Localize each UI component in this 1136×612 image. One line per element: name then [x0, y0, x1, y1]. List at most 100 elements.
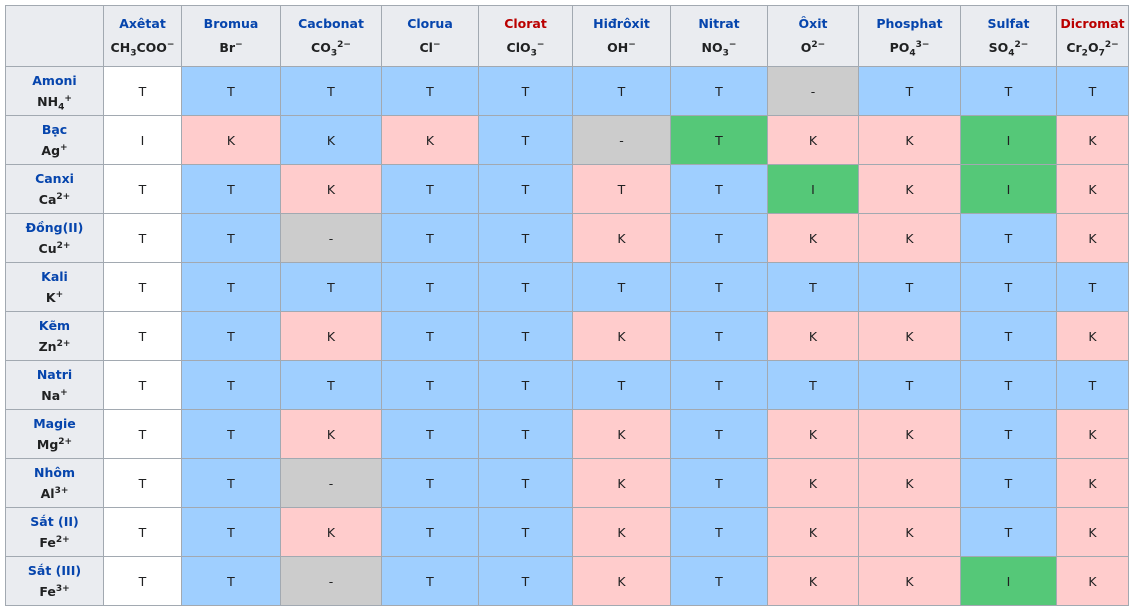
- formula: OH−: [607, 40, 636, 55]
- formula: Zn2+: [39, 339, 71, 354]
- solubility-cell: T: [960, 311, 1057, 361]
- solubility-cell: T: [960, 66, 1057, 116]
- anion-name[interactable]: Hiđrôxit: [593, 16, 650, 31]
- anion-name[interactable]: Clorua: [407, 16, 453, 31]
- solubility-cell: T: [670, 262, 768, 312]
- cation-name[interactable]: Amoni: [32, 73, 77, 88]
- solubility-cell: T: [960, 213, 1057, 263]
- solubility-cell: T: [572, 164, 671, 214]
- solubility-cell: K: [858, 409, 961, 459]
- formula-superscript: −: [536, 39, 545, 50]
- solubility-cell: K: [1056, 213, 1129, 263]
- solubility-cell: T: [103, 409, 182, 459]
- solubility-cell: T: [103, 213, 182, 263]
- cation-name[interactable]: Kẽm: [38, 318, 71, 333]
- cation-name[interactable]: Sắt (III): [27, 563, 82, 578]
- formula-superscript: +: [60, 142, 68, 153]
- formula-text: Fe: [39, 584, 56, 599]
- anion-name[interactable]: Bromua: [203, 16, 259, 31]
- formula-text: CO: [311, 40, 331, 55]
- table-row: Kali K+ T T T T T T T T T T T: [5, 262, 1129, 312]
- anion-name[interactable]: Axêtat: [119, 16, 166, 31]
- formula-superscript: +: [55, 289, 64, 300]
- anion-name[interactable]: Clorat: [504, 16, 547, 31]
- solubility-cell: K: [572, 458, 671, 508]
- solubility-cell: T: [103, 507, 182, 557]
- solubility-cell: T: [670, 556, 768, 606]
- anion-name[interactable]: Phosphat: [876, 16, 943, 31]
- cation-name[interactable]: Đồng(II): [25, 220, 84, 235]
- formula-superscript: −: [728, 39, 737, 50]
- solubility-cell: K: [767, 311, 859, 361]
- cation-name[interactable]: Natri: [36, 367, 73, 382]
- solubility-cell: -: [280, 213, 382, 263]
- solubility-cell: K: [572, 409, 671, 459]
- column-header: Nitrat NO3−: [670, 5, 768, 67]
- solubility-cell: T: [478, 556, 573, 606]
- solubility-cell: T: [670, 458, 768, 508]
- solubility-cell: -: [280, 458, 382, 508]
- cation-name[interactable]: Kali: [41, 269, 68, 284]
- header-row: Axêtat CH3COO− Bromua Br− Cacbonat CO32− Cloru…: [5, 5, 1129, 67]
- solubility-cell: T: [381, 507, 479, 557]
- solubility-cell: T: [478, 66, 573, 116]
- formula: K+: [46, 290, 63, 305]
- formula: Ag+: [41, 143, 67, 158]
- formula-superscript: 2+: [56, 338, 71, 349]
- cation-name[interactable]: Sắt (II): [30, 514, 79, 529]
- solubility-cell: T: [1056, 360, 1129, 410]
- solubility-cell: I: [103, 115, 182, 165]
- formula-text: Ca: [38, 192, 57, 207]
- column-header: Phosphat PO43−: [858, 5, 961, 67]
- cation-name[interactable]: Canxi: [35, 171, 74, 186]
- cation-name[interactable]: Magie: [33, 416, 76, 431]
- solubility-cell: I: [960, 164, 1057, 214]
- solubility-cell: T: [670, 507, 768, 557]
- solubility-cell: K: [858, 311, 961, 361]
- solubility-cell: K: [1056, 556, 1129, 606]
- anion-name[interactable]: Nitrat: [698, 16, 740, 31]
- table-body: Amoni NH4+ T T T T T T T - T T T Bạc Ag+ I K K K T - T K K I K Can…: [5, 66, 1129, 606]
- solubility-cell: T: [181, 458, 281, 508]
- column-header: Ôxit O2−: [767, 5, 859, 67]
- solubility-cell: K: [1056, 164, 1129, 214]
- formula-subscript: 4: [909, 48, 916, 59]
- formula-text: Na: [41, 388, 61, 403]
- solubility-cell: T: [858, 262, 961, 312]
- row-header: Kali K+: [5, 262, 104, 312]
- solubility-cell: T: [478, 262, 573, 312]
- formula-subscript: 3: [530, 48, 537, 59]
- solubility-cell: K: [280, 507, 382, 557]
- solubility-cell: T: [103, 458, 182, 508]
- formula-subscript: 3: [722, 48, 729, 59]
- solubility-cell: I: [767, 164, 859, 214]
- anion-name[interactable]: Dicromat: [1060, 16, 1125, 31]
- row-header: Canxi Ca2+: [5, 164, 104, 214]
- solubility-cell: T: [181, 66, 281, 116]
- solubility-cell: K: [767, 115, 859, 165]
- anion-name[interactable]: Ôxit: [798, 16, 828, 31]
- solubility-cell: T: [478, 164, 573, 214]
- solubility-cell: T: [280, 66, 382, 116]
- anion-name[interactable]: Cacbonat: [298, 16, 364, 31]
- solubility-cell: T: [670, 311, 768, 361]
- anion-name[interactable]: Sulfat: [987, 16, 1030, 31]
- formula-text: PO: [889, 40, 910, 55]
- cation-name[interactable]: Bạc: [41, 122, 68, 137]
- solubility-cell: T: [381, 262, 479, 312]
- formula-superscript: 2+: [56, 240, 71, 251]
- solubility-cell: K: [858, 164, 961, 214]
- cation-name[interactable]: Nhôm: [34, 465, 75, 480]
- solubility-cell: T: [478, 458, 573, 508]
- formula-text: Zn: [38, 339, 57, 354]
- formula-text: O: [1087, 40, 1099, 55]
- row-header: Natri Na+: [5, 360, 104, 410]
- solubility-cell: T: [103, 556, 182, 606]
- formula-superscript: 3+: [54, 485, 69, 496]
- row-header: Magie Mg2+: [5, 409, 104, 459]
- solubility-cell: T: [181, 164, 281, 214]
- solubility-cell: K: [858, 213, 961, 263]
- solubility-cell: T: [1056, 66, 1129, 116]
- formula: NH4+: [37, 94, 72, 112]
- solubility-cell: K: [280, 311, 382, 361]
